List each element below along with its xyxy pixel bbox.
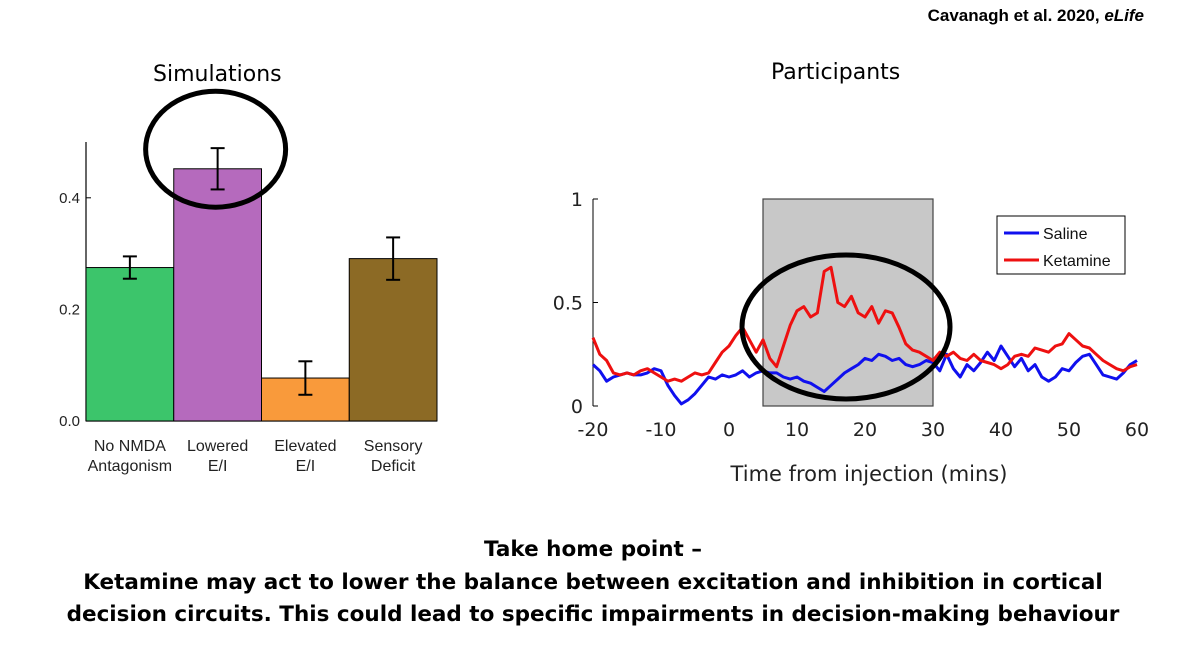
participants-title: Participants	[771, 60, 901, 85]
x-tick-label: 0	[723, 419, 735, 441]
x-tick-label: 20	[853, 419, 877, 441]
y-tick-label: 0	[571, 396, 583, 418]
y-tick-label: 0.4	[59, 190, 80, 207]
x-tick-label: -10	[645, 419, 676, 441]
take-home-heading: Take home point –	[483, 537, 703, 562]
legend-label: Ketamine	[1043, 253, 1111, 270]
legend-box	[996, 215, 1126, 275]
category-label: No NMDA	[94, 438, 166, 455]
category-label: Sensory	[364, 438, 423, 455]
citation-journal: eLife	[1104, 6, 1144, 25]
category-label: E/I	[208, 458, 228, 475]
series-line-saline	[591, 344, 1138, 406]
y-tick-label: 1	[571, 189, 583, 211]
series-line-ketamine	[591, 265, 1138, 383]
bar	[173, 168, 262, 422]
citation-authors: Cavanagh et al. 2020,	[927, 6, 1105, 25]
highlight-ellipse	[739, 252, 953, 402]
citation: Cavanagh et al. 2020, eLife	[928, 6, 1144, 26]
bar	[348, 258, 438, 422]
category-label: Elevated	[274, 438, 336, 455]
take-home-line-1: Ketamine may act to lower the balance be…	[83, 570, 1103, 595]
y-tick-label: 0.5	[553, 293, 583, 315]
take-home-line-2: decision circuits. This could lead to sp…	[66, 602, 1120, 627]
x-tick-label: 40	[989, 419, 1013, 441]
x-tick-label: 30	[921, 419, 945, 441]
x-tick-label: 60	[1125, 419, 1149, 441]
y-tick-label: 0.0	[59, 413, 80, 430]
highlight-ellipse	[143, 88, 289, 210]
x-tick-label: -20	[577, 419, 608, 441]
x-axis-label: Time from injection (mins)	[730, 462, 1008, 486]
y-tick-label: 0.2	[59, 301, 80, 318]
x-tick-label: 50	[1057, 419, 1081, 441]
simulations-title: Simulations	[153, 62, 282, 87]
category-label: E/I	[296, 458, 316, 475]
legend-label: Saline	[1043, 226, 1088, 243]
category-label: Lowered	[187, 438, 248, 455]
category-label: Antagonism	[88, 458, 173, 475]
x-tick-label: 10	[785, 419, 809, 441]
category-label: Deficit	[371, 458, 416, 475]
